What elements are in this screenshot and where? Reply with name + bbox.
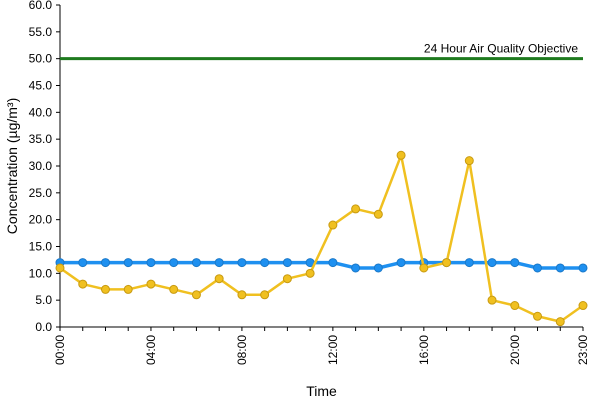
y-tick-label: 30.0 bbox=[29, 159, 53, 173]
data-point bbox=[555, 317, 565, 327]
x-axis-ticks: 00:00 04:00 08:00 12:00 16:00 20:00 23:00 bbox=[53, 327, 590, 365]
data-point bbox=[351, 204, 361, 214]
data-point bbox=[100, 284, 110, 294]
y-axis-title: Concentration (µg/m³) bbox=[4, 98, 20, 234]
y-tick-label: 55.0 bbox=[29, 25, 53, 39]
data-point bbox=[305, 268, 315, 278]
data-point bbox=[487, 258, 497, 268]
x-tick-label: 12:00 bbox=[326, 335, 340, 365]
data-point bbox=[442, 258, 452, 268]
y-tick-label: 50.0 bbox=[29, 52, 53, 66]
data-point bbox=[464, 156, 474, 166]
series-line bbox=[59, 154, 584, 323]
data-point bbox=[510, 258, 520, 268]
y-axis-ticks: 0.0 5.0 10.0 15.0 20.0 25.0 30.0 35.0 40.0 45.0 50… bbox=[29, 0, 60, 334]
data-point bbox=[146, 258, 156, 268]
data-point bbox=[214, 274, 224, 284]
x-tick-label: 23:00 bbox=[576, 335, 590, 365]
y-tick-label: 15.0 bbox=[29, 240, 53, 254]
data-point bbox=[123, 284, 133, 294]
data-point bbox=[123, 258, 133, 268]
data-point bbox=[533, 263, 543, 273]
data-point bbox=[146, 279, 156, 289]
data-point bbox=[191, 290, 201, 300]
x-tick-label: 16:00 bbox=[417, 335, 431, 365]
objective-label: 24 Hour Air Quality Objective bbox=[424, 42, 578, 56]
data-point bbox=[282, 274, 292, 284]
data-point bbox=[191, 258, 201, 268]
data-point bbox=[169, 258, 179, 268]
data-point bbox=[237, 258, 247, 268]
y-tick-label: 10.0 bbox=[29, 266, 53, 280]
data-point bbox=[578, 263, 588, 273]
objective-line-group: 24 Hour Air Quality Objective bbox=[60, 42, 583, 61]
data-point bbox=[555, 263, 565, 273]
data-point bbox=[373, 263, 383, 273]
data-point bbox=[328, 258, 338, 268]
data-point bbox=[237, 290, 247, 300]
data-point bbox=[396, 150, 406, 160]
series-group bbox=[55, 150, 588, 327]
data-point bbox=[169, 284, 179, 294]
y-tick-label: 40.0 bbox=[29, 105, 53, 119]
data-point bbox=[396, 258, 406, 268]
y-tick-label: 0.0 bbox=[35, 320, 52, 334]
data-point bbox=[260, 290, 270, 300]
data-point bbox=[55, 263, 65, 273]
data-point bbox=[282, 258, 292, 268]
data-point bbox=[487, 295, 497, 305]
data-point bbox=[78, 258, 88, 268]
y-tick-label: 35.0 bbox=[29, 132, 53, 146]
data-point bbox=[419, 263, 429, 273]
y-tick-label: 25.0 bbox=[29, 186, 53, 200]
data-point bbox=[214, 258, 224, 268]
data-point bbox=[260, 258, 270, 268]
y-tick-label: 45.0 bbox=[29, 79, 53, 93]
data-point bbox=[464, 258, 474, 268]
x-tick-label: 00:00 bbox=[53, 335, 67, 365]
data-point bbox=[328, 220, 338, 230]
data-point bbox=[100, 258, 110, 268]
y-tick-label: 20.0 bbox=[29, 213, 53, 227]
x-tick-label: 04:00 bbox=[144, 335, 158, 365]
x-tick-label: 20:00 bbox=[508, 335, 522, 365]
data-point bbox=[78, 279, 88, 289]
data-point bbox=[510, 301, 520, 311]
series-line bbox=[60, 260, 583, 270]
data-point bbox=[578, 301, 588, 311]
y-tick-label: 5.0 bbox=[35, 293, 52, 307]
data-point bbox=[373, 209, 383, 219]
data-point bbox=[533, 311, 543, 321]
y-tick-label: 60.0 bbox=[29, 0, 53, 12]
data-point bbox=[351, 263, 361, 273]
x-axis-title: Time bbox=[306, 383, 337, 399]
x-tick-label: 08:00 bbox=[235, 335, 249, 365]
